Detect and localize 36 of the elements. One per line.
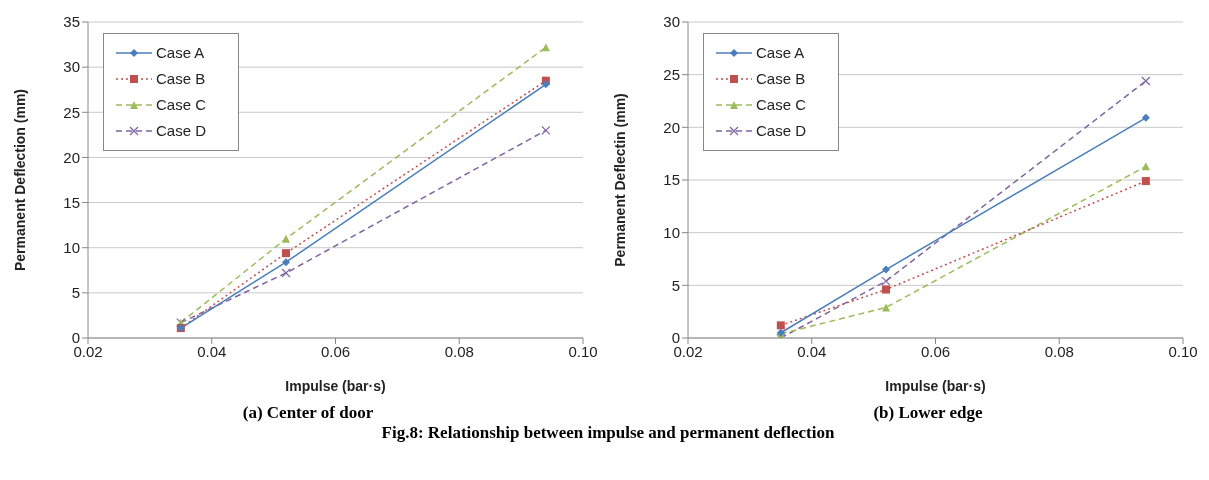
text: (a) Center of door: [241, 403, 375, 423]
text: (b) Lower edge: [872, 403, 984, 423]
legend-label: Case C: [756, 95, 807, 115]
x-tick-label: 0.08: [444, 342, 474, 360]
x-tick-label: 0.08: [1044, 342, 1074, 360]
legend-label: Case B: [756, 69, 806, 89]
y-axis-title: Permanent Deflection (mm): [11, 88, 28, 272]
x-tick-label: 0.06: [320, 342, 351, 360]
x-tick-label: 0.10: [1168, 342, 1198, 360]
legend-label: Case A: [156, 43, 205, 63]
y-tick-label: 10: [63, 239, 80, 257]
caption: Fig.8: Relationship between impulse and permanent deflection: [380, 423, 836, 443]
y-tick-label: 30: [63, 58, 80, 76]
legend-label: Case D: [756, 121, 807, 141]
y-tick-label: 30: [663, 13, 680, 31]
legend-label: Case C: [156, 95, 207, 115]
x-tick-label: 0.04: [797, 342, 827, 360]
y-tick-label: 20: [663, 118, 680, 136]
y-tick-label: 15: [663, 171, 680, 189]
y-tick-label: 5: [671, 276, 680, 294]
y-tick-label: 15: [63, 193, 80, 211]
y-tick-label: 20: [63, 148, 80, 166]
y-tick-label: 10: [663, 223, 680, 241]
x-axis-title: Impulse (bar·s): [285, 378, 386, 394]
x-tick-label: 0.06: [920, 342, 951, 360]
legend-label: Case D: [156, 121, 207, 141]
y-tick-label: 25: [663, 65, 680, 83]
y-tick-label: 35: [63, 13, 80, 31]
x-axis-title: Impulse (bar·s): [885, 378, 986, 394]
legend-label: Case A: [756, 43, 805, 63]
x-tick-label: 0.10: [568, 342, 598, 360]
legend-label: Case B: [156, 69, 206, 89]
y-tick-label: 5: [71, 284, 80, 302]
y-tick-label: 25: [63, 103, 80, 121]
x-tick-label: 0.04: [197, 342, 227, 360]
y-axis-title: Permanent Deflectin (mm): [611, 93, 628, 267]
